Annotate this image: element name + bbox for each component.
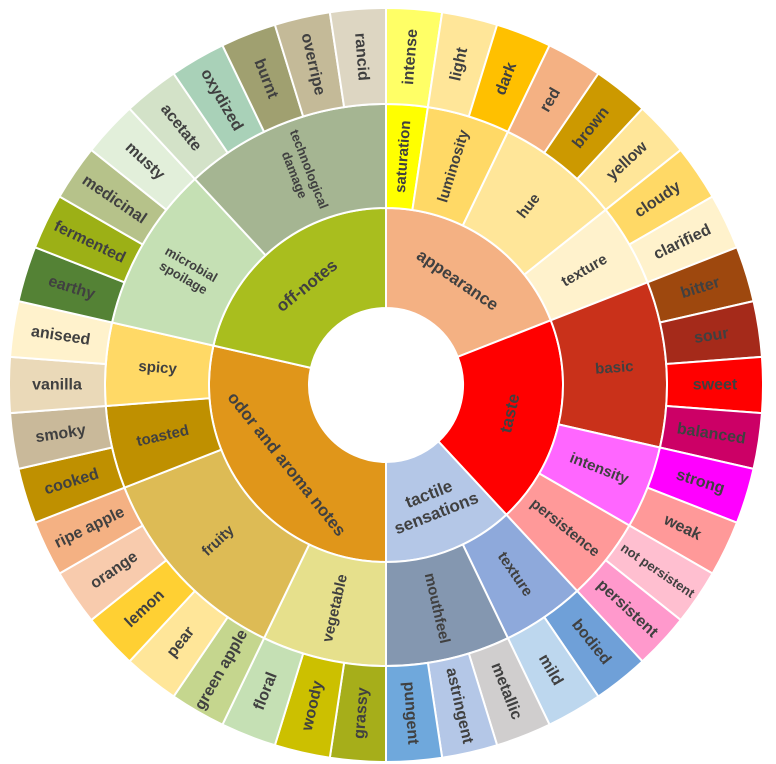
descriptor-label-sour: sour: [693, 325, 730, 347]
descriptor-label-intense: intense: [400, 28, 421, 85]
subcategory-label-saturation: saturation: [392, 120, 414, 194]
segments: [8, 6, 764, 764]
descriptor-label-sweet: sweet: [693, 377, 738, 394]
subcategory-label-basic: basic: [595, 358, 635, 378]
descriptor-label-rancid: rancid: [351, 32, 372, 81]
descriptor-label-grassy: grassy: [351, 687, 372, 740]
center-hole: [309, 308, 463, 462]
descriptor-segment-rancid: [328, 6, 387, 109]
descriptor-label-vanilla: vanilla: [32, 377, 82, 394]
subcategory-label-spicy: spicy: [138, 358, 178, 378]
descriptor-label-pungent: pungent: [400, 681, 422, 746]
